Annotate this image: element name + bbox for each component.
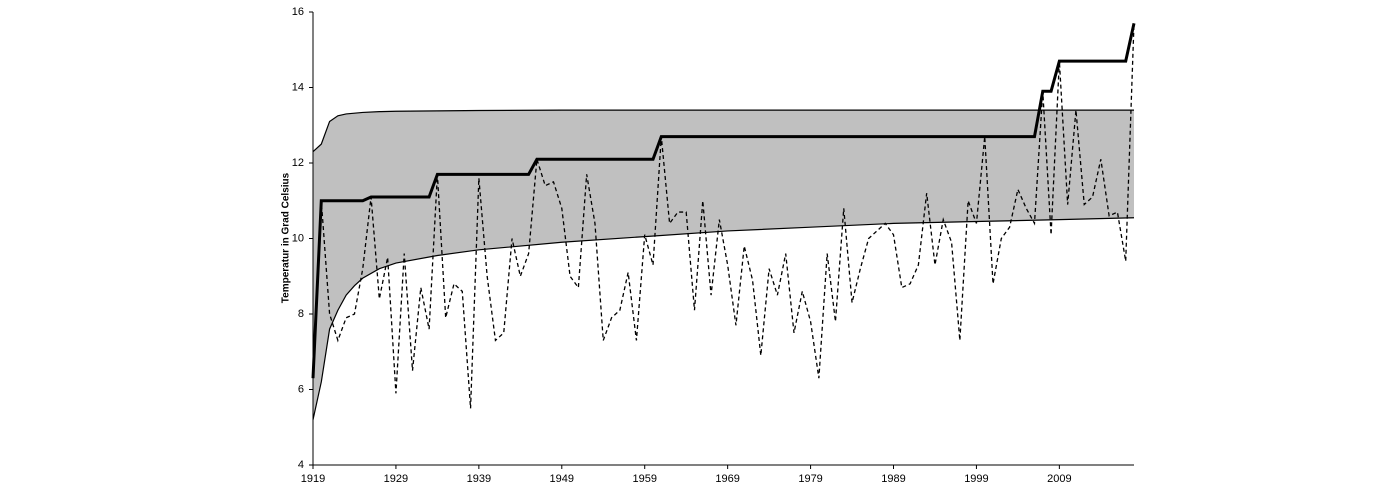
y-tick-label: 12 (292, 157, 304, 169)
x-tick-label: 1969 (715, 473, 739, 485)
series-line (311, 23, 1136, 379)
band-area (313, 110, 1134, 420)
x-tick-label: 1979 (798, 473, 822, 485)
x-tick-label: 1989 (881, 473, 905, 485)
x-tick-label: 1929 (384, 473, 408, 485)
x-tick-label: 1959 (632, 473, 656, 485)
series-line (312, 23, 1135, 409)
y-axis-label: Temperatur in Grad Celsius (281, 172, 292, 303)
y-tick-label: 6 (298, 383, 304, 395)
y-tick-label: 16 (292, 6, 304, 18)
y-tick-label: 8 (298, 308, 304, 320)
x-tick-label: 1949 (550, 473, 574, 485)
y-tick-label: 14 (292, 81, 304, 93)
y-tick-label: 10 (292, 232, 304, 244)
band-edge (312, 109, 1134, 153)
y-tick-label: 4 (298, 459, 304, 471)
x-tick-label: 1999 (964, 473, 988, 485)
x-tick-label: 2009 (1047, 473, 1071, 485)
x-tick-label: 1939 (467, 473, 491, 485)
x-tick-label: 1919 (301, 473, 325, 485)
band-edge (312, 217, 1135, 420)
